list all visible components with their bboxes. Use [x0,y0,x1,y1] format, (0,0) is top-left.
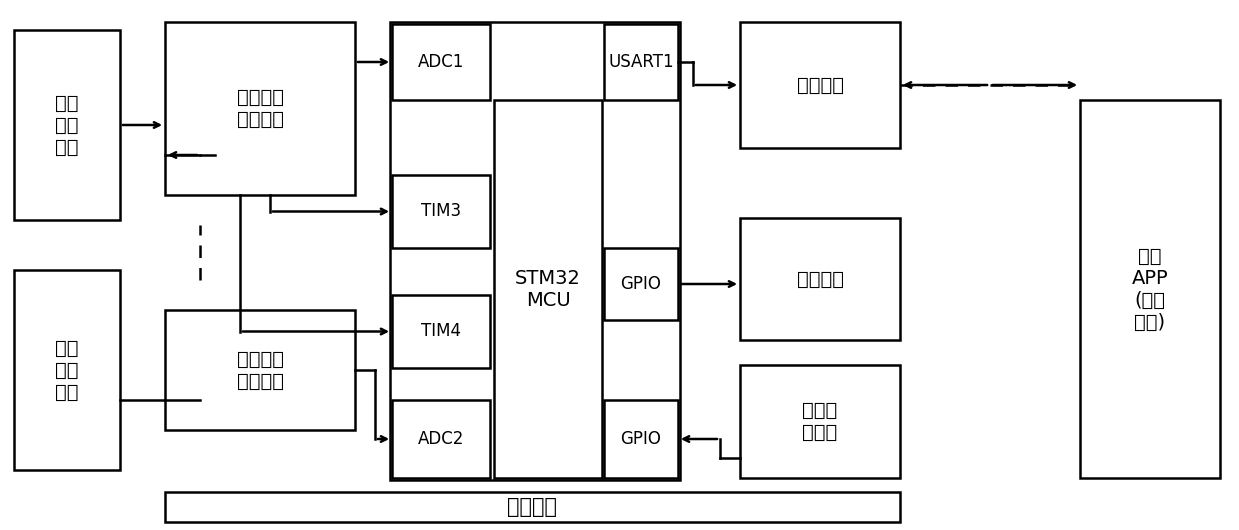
Text: 电池电量
采集电路: 电池电量 采集电路 [237,349,284,391]
Text: ADC2: ADC2 [418,430,465,448]
Bar [1080,100,1220,478]
Bar [740,22,900,148]
Text: 核相
参考
基准: 核相 参考 基准 [56,339,79,402]
Bar [165,492,900,522]
Text: 高压
感应
输入: 高压 感应 输入 [56,93,79,156]
Text: USART1: USART1 [608,53,674,71]
Bar [740,218,900,340]
Bar [14,270,120,470]
Text: TIM4: TIM4 [421,322,461,340]
Text: 手机
APP
(服务
终端): 手机 APP (服务 终端) [1131,246,1168,331]
Text: STM32
MCU: STM32 MCU [515,269,581,310]
Text: 蓝牙通信: 蓝牙通信 [797,75,844,94]
Bar [603,248,678,320]
Bar [603,400,678,478]
Bar [740,365,900,478]
Bar [392,175,489,248]
Text: 电源电路: 电源电路 [508,497,558,517]
Bar [392,295,489,368]
Text: 核相信号
调理电路: 核相信号 调理电路 [237,88,284,129]
Bar [603,24,678,100]
Text: GPIO: GPIO [621,275,662,293]
Text: 按键控
制电路: 按键控 制电路 [803,401,838,442]
Bar [165,310,356,430]
Text: 声光报警: 声光报警 [797,269,844,288]
Bar [390,22,680,480]
Bar [392,24,489,100]
Text: ADC1: ADC1 [418,53,465,71]
Bar [14,30,120,220]
Bar [494,100,602,478]
Bar [392,400,489,478]
Text: GPIO: GPIO [621,430,662,448]
Text: TIM3: TIM3 [421,202,461,220]
Bar [165,22,356,195]
